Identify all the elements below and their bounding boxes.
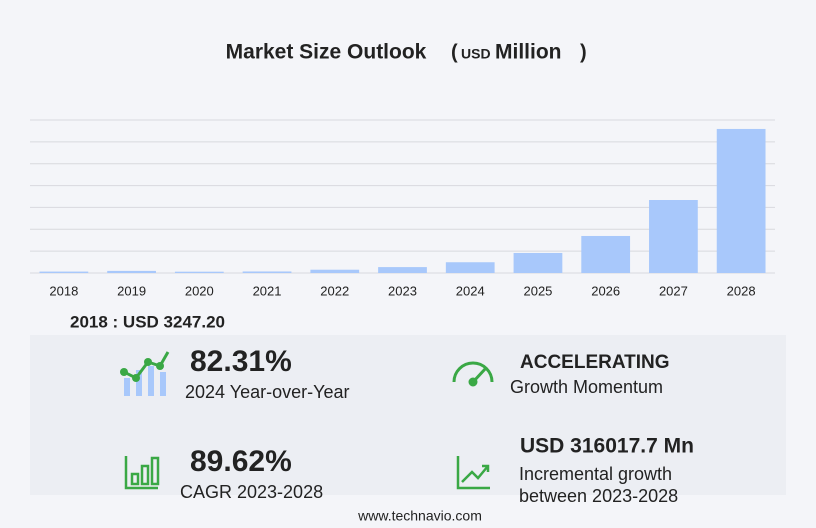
x-tick-label: 2021 [253,283,282,298]
bar [581,235,631,273]
plot: 2018 2019 2020 2021 2022 2023 2024 2025 2026 2027… [30,119,775,298]
bar [445,262,495,273]
bar [310,269,360,273]
bar [716,128,766,273]
footer: www.technavio.com [357,508,482,524]
stat-value: ACCELERATING [520,352,670,373]
bar [107,270,156,273]
stat-label: CAGR 2023-2028 [180,482,323,502]
base-year-summary: 2018 : USD 3247.20 [70,312,225,331]
x-tick-label: 2024 [456,283,485,298]
bar [378,267,427,273]
chart-title: Market Size Outlook [226,41,427,64]
x-tick-label: 2028 [727,283,756,298]
gauge-icon [452,361,494,387]
x-tick-label: 2018 [49,283,78,298]
bar [513,252,563,273]
growth-icon [120,351,170,396]
x-tick-label: 2022 [320,283,349,298]
stat-value: 89.62% [190,445,292,478]
cagr-icon [124,456,160,490]
incremental-icon [456,456,490,490]
stat-value: USD 316017.7 Mn [520,435,694,458]
stats-panel [30,335,786,495]
x-tick-label: 2023 [388,283,417,298]
stat-label: between 2023-2028 [519,486,678,506]
stat-label: 2024 Year-over-Year [185,382,349,402]
bar [649,199,698,273]
x-tick-label: 2020 [185,283,214,298]
unit-currency: USD [461,46,491,62]
stat-label: Incremental growth [519,464,672,484]
bar [242,271,292,273]
stat-label: Growth Momentum [510,377,663,397]
unit-label: Million [495,41,562,64]
stat-value: 82.31% [190,345,292,378]
x-tick-label: 2019 [117,283,146,298]
x-tick-label: 2027 [659,283,688,298]
unit-paren: ) [580,41,587,63]
x-tick-label: 2025 [523,283,552,298]
bar [174,271,224,273]
unit-paren: ( [451,41,458,63]
bar [39,271,89,273]
x-tick-label: 2026 [591,283,620,298]
